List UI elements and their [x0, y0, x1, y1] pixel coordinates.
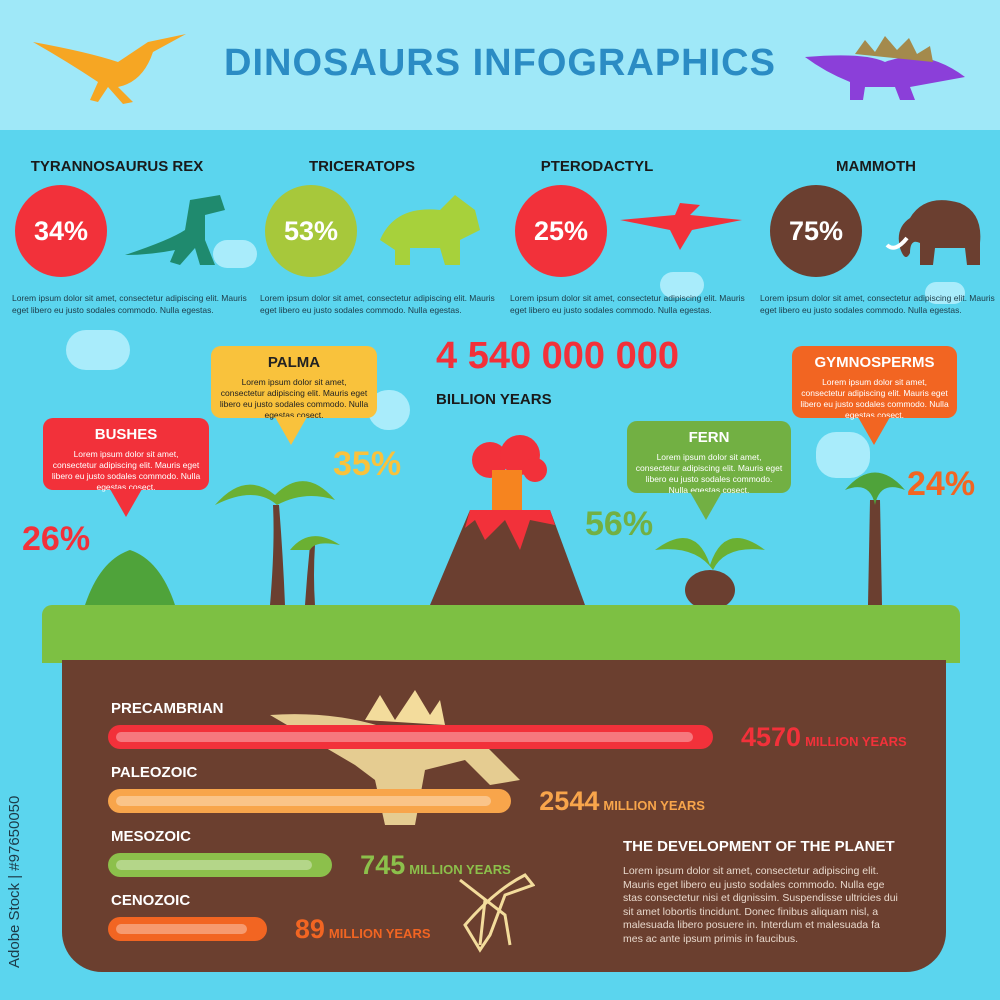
bubble-title: FERN	[688, 429, 730, 446]
cloud-icon	[925, 282, 965, 304]
era-bar	[108, 917, 267, 941]
species-name: TRICERATOPS	[308, 158, 416, 175]
page-title: DINOSAURS INFOGRAPHICS	[224, 42, 776, 84]
mammoth-icon	[885, 200, 981, 265]
volcano-icon	[430, 435, 585, 605]
era-name: PALEOZOIC	[111, 764, 198, 781]
planet-age-number: 4 540 000 000	[436, 335, 680, 377]
stegosaurus-icon	[805, 36, 965, 100]
bubble-text: Lorem ipsum dolor sit amet, consectetur …	[800, 377, 949, 420]
species-description: Lorem ipsum dolor sit amet, consectetur …	[510, 293, 745, 315]
bubble-text: Lorem ipsum dolor sit amet, consectetur …	[219, 377, 369, 420]
gymnosperms-percent: 24%	[907, 465, 976, 503]
era-bar	[108, 789, 512, 813]
era-value: 4570 MILLION YEARS	[741, 722, 907, 753]
era-unit: MILLION YEARS	[805, 734, 907, 749]
species-percent-circle: 34%	[15, 185, 107, 277]
species-name: PTERODACTYL	[540, 158, 654, 175]
era-name: PRECAMBRIAN	[111, 700, 224, 717]
era-unit: MILLION YEARS	[328, 926, 431, 941]
cloud-icon	[660, 272, 704, 298]
era-value: 745 MILLION YEARS	[360, 850, 511, 881]
species-percent-circle: 53%	[265, 185, 357, 277]
parasaurolophus-icon	[33, 34, 186, 104]
bubble-title: BUSHES	[94, 426, 158, 443]
development-text: Lorem ipsum dolor sit amet, consectetur …	[623, 865, 898, 945]
species-percent-circle: 75%	[770, 185, 862, 277]
era-name: CENOZOIC	[111, 892, 191, 909]
era-unit: MILLION YEARS	[603, 798, 705, 813]
bubble-title: PALMA	[267, 354, 321, 371]
era-number: 745	[360, 850, 406, 880]
bubble-pointer	[110, 489, 142, 517]
t-rex-icon	[125, 195, 225, 265]
era-bar	[108, 853, 333, 877]
species-name: MAMMOTH	[836, 158, 916, 175]
bubble-title: GYMNOSPERMS	[814, 354, 935, 371]
watermark-id: Adobe Stock | #97650050	[6, 795, 23, 968]
cloud-icon	[66, 330, 130, 370]
era-unit: MILLION YEARS	[409, 862, 511, 877]
species-description: Lorem ipsum dolor sit amet, consectetur …	[260, 293, 495, 315]
palma-percent: 35%	[333, 445, 402, 483]
bubble-pointer	[275, 417, 307, 445]
era-name: MESOZOIC	[111, 828, 192, 845]
fern-icon	[655, 538, 765, 610]
gymnosperms-bubble: GYMNOSPERMS Lorem ipsum dolor sit amet, c…	[792, 346, 957, 420]
palm-tree-icon	[215, 481, 340, 605]
planet-age-label: BILLION YEARS	[436, 391, 552, 408]
bush-icon	[85, 550, 175, 605]
grass-ground	[42, 605, 960, 663]
species-description: Lorem ipsum dolor sit amet, consectetur …	[760, 293, 995, 315]
era-number: 4570	[741, 722, 802, 752]
development-title: THE DEVELOPMENT OF THE PLANET	[623, 838, 895, 855]
triceratops-icon	[380, 195, 480, 265]
fern-percent: 56%	[585, 505, 654, 543]
bubble-text: Lorem ipsum dolor sit amet, consectetur …	[635, 452, 783, 495]
palma-bubble: PALMA Lorem ipsum dolor sit amet, consect…	[211, 346, 377, 420]
bushes-bubble: BUSHES Lorem ipsum dolor sit amet, consec…	[43, 418, 209, 492]
era-number: 2544	[539, 786, 600, 816]
cloud-icon	[213, 240, 257, 268]
species-percent-circle: 25%	[515, 185, 607, 277]
bubble-pointer	[690, 492, 722, 520]
era-bar	[108, 725, 713, 749]
gymnosperm-tree-icon	[845, 472, 905, 605]
fern-bubble: FERN Lorem ipsum dolor sit amet, consecte…	[627, 421, 791, 495]
era-number: 89	[294, 914, 325, 944]
bubble-pointer	[858, 417, 890, 445]
bubble-text: Lorem ipsum dolor sit amet, consectetur …	[51, 449, 201, 492]
bushes-percent: 26%	[22, 520, 91, 558]
species-description: Lorem ipsum dolor sit amet, consectetur …	[12, 293, 247, 315]
era-value: 2544 MILLION YEARS	[539, 786, 705, 817]
pterodactyl-icon	[620, 203, 742, 250]
era-value: 89 MILLION YEARS	[295, 914, 431, 945]
species-name: TYRANNOSAURUS REX	[30, 158, 204, 175]
